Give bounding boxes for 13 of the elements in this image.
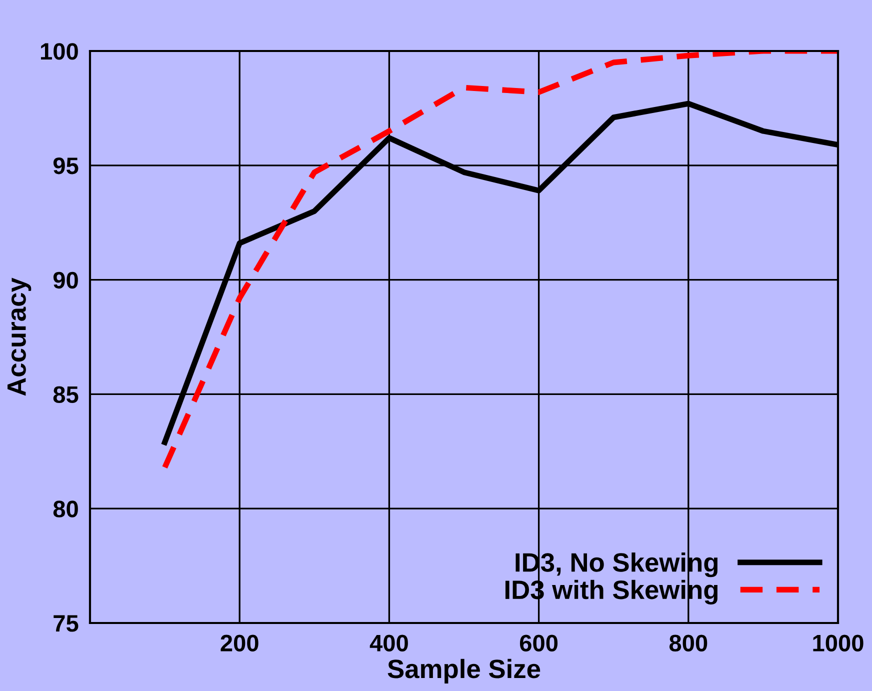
x-axis-title: Sample Size	[388, 658, 540, 684]
x-tick-label: 1000	[813, 634, 864, 652]
y-tick-label: 75	[54, 615, 78, 632]
y-tick-label: 90	[53, 272, 78, 289]
y-tick-label: 85	[53, 386, 78, 403]
y-axis-title: Accuracy	[8, 278, 32, 396]
x-tick-label: 600	[520, 634, 558, 652]
y-tick-label: 95	[53, 157, 78, 174]
x-tick-label: 800	[669, 634, 708, 652]
x-tick-label: 200	[220, 634, 258, 652]
y-tick-label: 80	[53, 500, 78, 518]
x-tick-label: 400	[370, 634, 408, 652]
y-tick-label: 100	[40, 43, 78, 60]
